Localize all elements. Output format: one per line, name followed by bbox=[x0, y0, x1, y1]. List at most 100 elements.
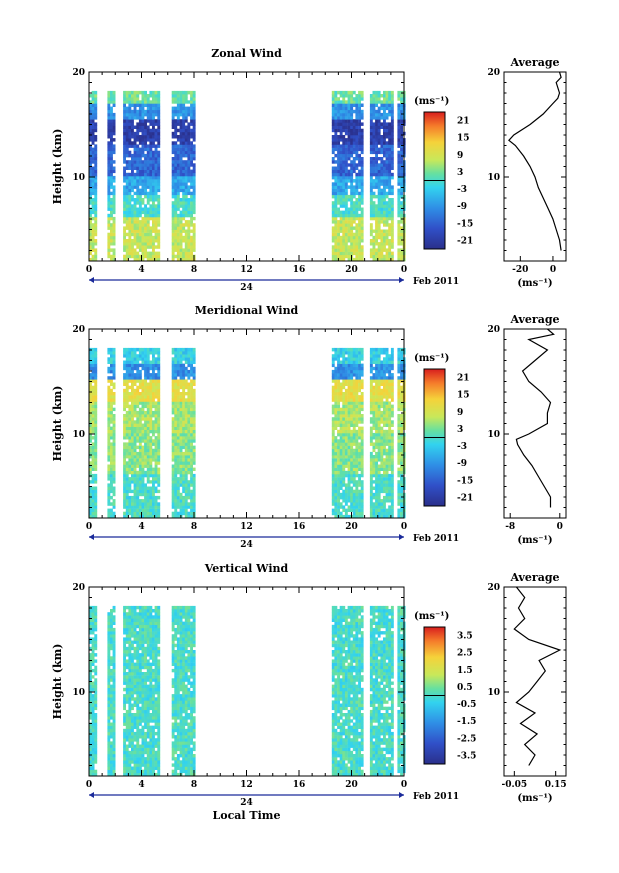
heatmap-cell bbox=[171, 376, 175, 380]
heatmap-cell bbox=[400, 201, 403, 205]
heatmap-cell bbox=[334, 473, 338, 478]
heatmap-cell bbox=[89, 489, 92, 494]
heatmap-cell bbox=[131, 122, 134, 126]
heatmap-cell bbox=[94, 445, 98, 450]
heatmap-cell bbox=[149, 366, 153, 371]
heatmap-cell bbox=[128, 448, 132, 453]
heatmap-cell bbox=[192, 128, 196, 133]
heatmap-cell bbox=[192, 508, 196, 512]
heatmap-cell bbox=[355, 248, 359, 252]
heatmap-cell bbox=[154, 423, 158, 427]
heatmap-cell bbox=[377, 194, 381, 199]
heatmap-cell bbox=[347, 477, 351, 481]
heatmap-cell bbox=[331, 495, 335, 500]
heatmap-cell bbox=[355, 179, 359, 183]
heatmap-cell bbox=[187, 417, 191, 421]
heatmap-cell bbox=[154, 379, 158, 383]
heatmap-cell bbox=[184, 382, 188, 386]
heatmap-cell bbox=[331, 109, 335, 114]
heatmap-cell bbox=[190, 254, 193, 259]
heatmap-cell bbox=[91, 404, 95, 409]
heatmap-cell bbox=[157, 401, 161, 405]
heatmap-cell bbox=[94, 448, 98, 453]
heatmap-cell bbox=[337, 423, 340, 427]
heatmap-cell bbox=[112, 226, 116, 230]
heatmap-cell bbox=[360, 103, 364, 107]
heatmap-cell bbox=[154, 163, 158, 167]
heatmap-cell bbox=[107, 442, 111, 446]
heatmap-cell bbox=[187, 251, 191, 256]
heatmap-cell bbox=[136, 379, 140, 383]
heatmap-cell bbox=[149, 235, 153, 240]
heatmap-cell bbox=[358, 242, 361, 246]
y-axis-label: Height (km) bbox=[51, 129, 64, 205]
heatmap-cell bbox=[397, 116, 401, 120]
heatmap-cell bbox=[176, 436, 180, 440]
heatmap-cell bbox=[149, 172, 153, 177]
heatmap-cell bbox=[91, 448, 95, 453]
heatmap-cell bbox=[152, 483, 155, 487]
heatmap-cell bbox=[397, 109, 401, 114]
heatmap-cell bbox=[192, 486, 196, 490]
heatmap-cell bbox=[141, 242, 145, 246]
heatmap-cell bbox=[141, 382, 145, 386]
heatmap-cell bbox=[179, 347, 183, 352]
heatmap-cell bbox=[174, 135, 178, 139]
heatmap-cell bbox=[350, 122, 354, 126]
colorbar-unit: (ms⁻¹) bbox=[414, 96, 449, 107]
heatmap-cell bbox=[352, 239, 356, 243]
heatmap-cell bbox=[375, 122, 378, 126]
heatmap-cell bbox=[112, 514, 116, 519]
heatmap-cell bbox=[146, 473, 150, 478]
heatmap-cell bbox=[133, 511, 137, 516]
heatmap-cell bbox=[107, 464, 111, 468]
heatmap-cell bbox=[128, 216, 132, 221]
heatmap-cell bbox=[89, 160, 92, 164]
heatmap-cell bbox=[375, 135, 378, 139]
heatmap-cell bbox=[152, 392, 155, 396]
heatmap-cell bbox=[187, 226, 191, 230]
heatmap-cell bbox=[355, 458, 359, 462]
heatmap-cell bbox=[337, 116, 340, 120]
heatmap-cell bbox=[133, 448, 137, 453]
heatmap-cell bbox=[342, 194, 346, 199]
heatmap-cell bbox=[347, 423, 351, 427]
heatmap-cell bbox=[190, 97, 193, 101]
heatmap-cell bbox=[112, 160, 116, 164]
heatmap-cell bbox=[154, 103, 158, 107]
heatmap-cell bbox=[337, 442, 340, 446]
heatmap-cell bbox=[372, 172, 376, 177]
heatmap-cell bbox=[192, 410, 196, 415]
heatmap-cell bbox=[192, 97, 196, 101]
heatmap-cell bbox=[350, 385, 354, 390]
heatmap-cell bbox=[152, 128, 155, 133]
heatmap-cell bbox=[192, 429, 196, 434]
heatmap-cell bbox=[138, 451, 142, 456]
heatmap-cell bbox=[174, 172, 178, 177]
heatmap-cell bbox=[187, 188, 191, 193]
heatmap-cell bbox=[174, 480, 178, 484]
heatmap-cell bbox=[174, 477, 178, 481]
heatmap-cell bbox=[157, 239, 161, 243]
heatmap-cell bbox=[342, 94, 346, 98]
heatmap-cell bbox=[347, 404, 351, 409]
heatmap-cell bbox=[190, 508, 193, 512]
heatmap-cell bbox=[154, 410, 158, 415]
x-tick-label: 0 bbox=[401, 265, 407, 275]
heatmap-cell bbox=[154, 182, 158, 186]
heatmap-cell bbox=[397, 194, 401, 199]
heatmap-cell bbox=[125, 477, 129, 481]
heatmap-cell bbox=[176, 404, 180, 409]
heatmap-cell bbox=[131, 163, 134, 167]
heatmap-cell bbox=[334, 194, 338, 199]
heatmap-cell bbox=[89, 363, 92, 368]
panel-title: Zonal Wind bbox=[211, 47, 282, 60]
heatmap-cell bbox=[141, 347, 145, 352]
heatmap-cell bbox=[176, 414, 180, 418]
heatmap-cell bbox=[157, 407, 161, 412]
heatmap-cell bbox=[377, 417, 381, 421]
heatmap-cell bbox=[149, 182, 153, 186]
heatmap-cell bbox=[190, 401, 193, 405]
heatmap-cell bbox=[133, 420, 137, 424]
heatmap-cell bbox=[144, 351, 147, 355]
